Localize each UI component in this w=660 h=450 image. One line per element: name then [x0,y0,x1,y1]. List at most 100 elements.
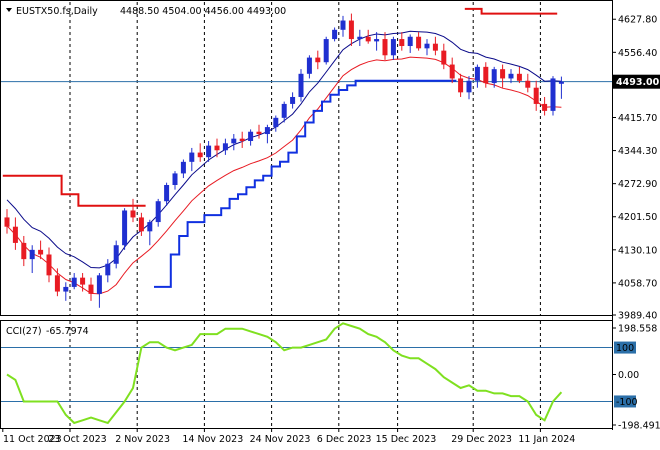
current-price-tag-bg [613,74,660,89]
candle-bear [4,217,10,227]
lower_band-line [6,56,562,295]
candle-bear [542,103,548,111]
candle-bull [474,66,480,81]
cci-series [6,322,563,425]
price-tick-label: 4130.10 [618,245,657,256]
candle-bull [390,39,396,56]
candle-bull [164,185,170,202]
candle-bull [558,81,564,84]
price-tick-label: 4201.50 [618,212,657,223]
cci-axis: 198.558 100 0.00 -100 -198.4915 [612,324,660,432]
time-tick-label: 11 Oct 2023 [3,434,62,445]
candle-bull [508,73,514,79]
candle-bear [500,69,506,79]
candle-bull [290,96,296,104]
candle-bull [273,117,279,128]
time-tick-label: 2 Nov 2023 [115,434,170,445]
candle-bull [155,201,161,223]
candle-bull [113,245,119,264]
candle-bull [264,127,270,135]
candles [4,13,564,308]
time-tick-label: 15 Dec 2023 [376,434,437,445]
candle-bear [46,254,52,276]
candle-bear [214,145,220,151]
price-tick-label: 4556.40 [618,48,657,59]
candle-bear [21,242,27,260]
candle-bull [96,275,102,294]
time-tick-label: 6 Dec 2023 [317,434,372,445]
candle-bull [306,57,312,74]
candle-bull [374,39,380,42]
candle-bear [449,64,455,79]
chevron-down-icon[interactable] [6,8,12,12]
trail_resistance-line [2,7,558,207]
candle-bull [63,286,69,292]
cci-level-tag-bg [614,341,636,354]
candle-bull [357,36,363,40]
current-price-label: 4493.00 [616,77,660,88]
candle-bull [231,138,237,144]
price-tick-label: 4058.70 [618,278,657,289]
candle-bear [256,131,262,135]
candle-bull [466,80,472,93]
candle-bear [458,78,464,93]
candle-bear [348,20,354,40]
candle-bull [340,20,346,30]
price-tick-label: 3989.40 [618,311,657,322]
candle-bear [130,210,136,218]
candle-bear [516,73,522,81]
candle-bear [38,249,44,255]
cci-level-lines [1,347,612,402]
cci-value: -65.7974 [46,326,89,337]
cci-tick-label: -198.4915 [618,421,660,432]
candle-bull [222,143,228,151]
candle-bull [71,277,77,287]
candle-bear [88,284,94,294]
candle-bear [80,277,86,285]
candle-bull [180,161,186,174]
candle-bear [533,87,539,104]
candle-bull [281,103,287,118]
time-tick-label: 23 Oct 2023 [48,434,107,445]
candle-bull [491,69,497,84]
time-tick-label: 14 Nov 2023 [182,434,243,445]
candle-bear [315,57,321,63]
cci-header: CCI(27) -65.7974 [6,326,89,337]
cci-pane-frame [0,320,613,429]
time-tick-label: 24 Nov 2023 [250,434,311,445]
candle-bull [550,78,556,111]
cci-level-tag-bg [614,395,636,408]
time-tick-label: 11 Jan 2024 [518,434,575,445]
candle-bull [248,131,254,141]
candle-bull [407,36,413,47]
candle-bull [323,39,329,63]
price-tick-label: 4415.70 [618,113,657,124]
cci-label: CCI(27) [6,326,42,337]
price-tick-label: 4344.30 [618,146,657,157]
candle-bear [382,39,388,56]
vertical-grid [69,2,541,428]
cci-line [6,322,563,425]
candle-bear [432,43,438,51]
candle-bull [147,222,153,232]
cci-tick-label: 0.00 [618,370,639,381]
ohlc-readout: 4488.50 4504.00 4456.00 4493.00 [120,6,286,17]
candle-bear [138,217,144,232]
trail_support-line [154,79,457,288]
candle-bull [105,263,111,276]
candle-bull [172,173,178,186]
price-tick-label: 4272.90 [618,179,657,190]
trailing-stops [2,7,558,288]
main-pane-frame [0,0,613,316]
candle-bear [525,80,531,88]
price-tick-label: 4627.80 [618,15,657,26]
candle-bear [483,66,489,84]
cci-tick-label: -100 [616,397,638,408]
candle-bull [298,73,304,97]
candle-bear [197,152,203,158]
candle-bear [12,226,18,243]
candle-bear [365,36,371,42]
candle-bull [189,152,195,162]
